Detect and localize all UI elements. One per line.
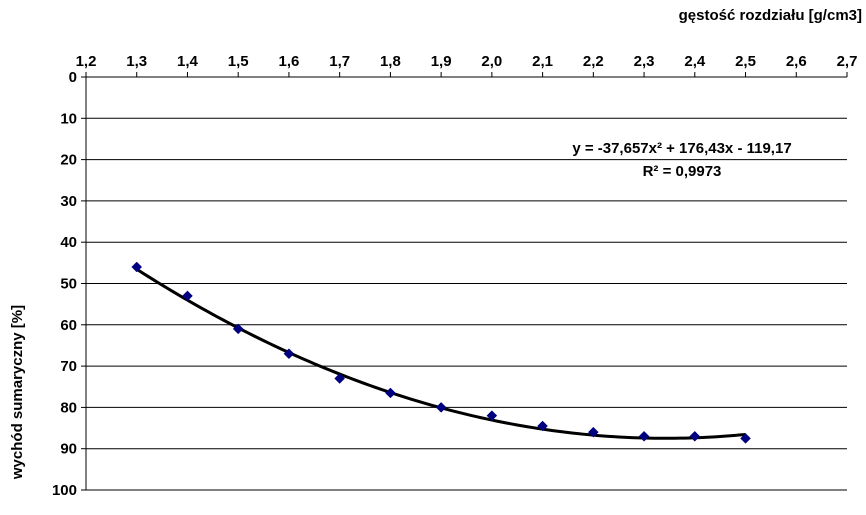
y-tick-label: 40 (60, 234, 77, 251)
x-tick-label: 1,7 (329, 53, 350, 70)
y-tick-label: 10 (60, 110, 77, 127)
y-axis-title: wychód sumaryczny [%] (9, 305, 26, 480)
y-tick-label: 90 (60, 441, 77, 458)
x-tick-label: 1,8 (380, 53, 401, 70)
trendline-equation: y = -37,657x² + 176,43x - 119,17 (572, 140, 791, 157)
x-tick-label: 1,6 (279, 53, 300, 70)
y-tick-label: 80 (60, 399, 77, 416)
data-point (436, 402, 446, 412)
x-axis-title: gęstość rozdziału [g/cm3] (679, 7, 862, 24)
y-tick-label: 70 (60, 358, 77, 375)
data-point (690, 431, 700, 441)
y-tick-label: 50 (60, 276, 77, 293)
x-tick-label: 2,1 (532, 53, 553, 70)
x-tick-label: 2,6 (786, 53, 807, 70)
data-points (132, 262, 751, 443)
x-tick-label: 1,2 (76, 53, 97, 70)
y-tick-label: 20 (60, 152, 77, 169)
y-tick-label: 30 (60, 193, 77, 210)
x-tick-label: 1,9 (431, 53, 452, 70)
x-tick-label: 2,2 (583, 53, 604, 70)
x-tick-label: 2,4 (684, 53, 706, 70)
x-tick-label: 2,5 (735, 53, 756, 70)
y-axis-ticks: 0 10 20 30 40 50 60 70 80 90 100 (52, 69, 86, 499)
x-tick-label: 1,5 (228, 53, 249, 70)
trendline (137, 269, 746, 438)
y-tick-label: 100 (52, 482, 77, 499)
y-tick-label: 0 (69, 69, 77, 86)
x-tick-label: 1,3 (126, 53, 147, 70)
x-axis-ticks: 1,2 1,3 1,4 1,5 1,6 1,7 1,8 1,9 2,0 2,1 2,2 2,3 2,4 2… (76, 53, 858, 77)
trendline-r2: R² = 0,9973 (643, 163, 722, 180)
x-tick-label: 1,4 (177, 53, 199, 70)
data-point (385, 388, 395, 398)
x-tick-label: 2,0 (481, 53, 502, 70)
x-tick-label: 2,3 (634, 53, 655, 70)
x-tick-label: 2,7 (837, 53, 858, 70)
data-point (639, 431, 649, 441)
y-tick-label: 60 (60, 317, 77, 334)
